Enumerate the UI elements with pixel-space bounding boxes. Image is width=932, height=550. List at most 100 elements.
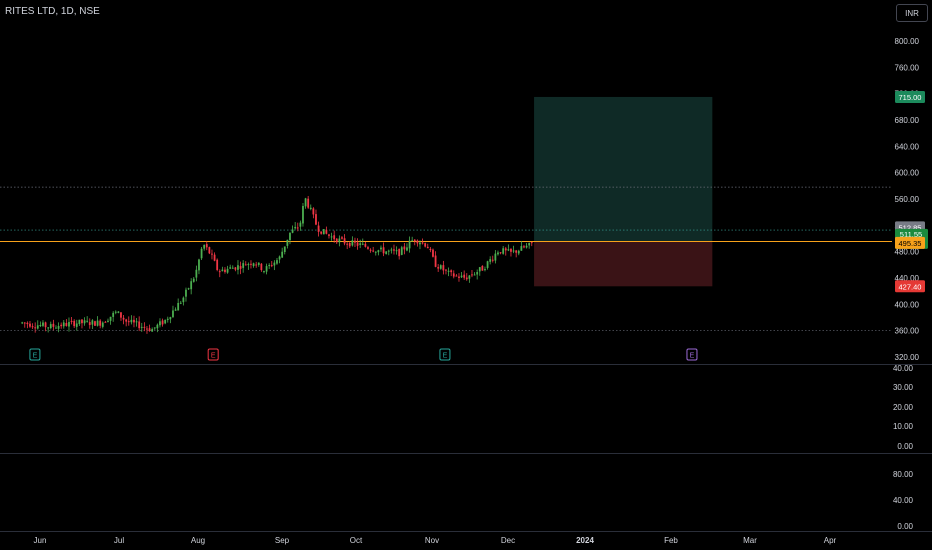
candle-body	[91, 320, 94, 325]
time-axis-label: Apr	[824, 536, 837, 545]
candle-body	[504, 248, 507, 251]
candle-body	[304, 198, 307, 207]
symbol-title: RITES LTD, 1D, NSE	[5, 6, 100, 17]
candle-body	[130, 319, 133, 323]
candle-body	[497, 252, 499, 255]
candle-body	[216, 259, 219, 270]
time-axis-label: Oct	[350, 536, 363, 545]
candle-body	[270, 265, 273, 267]
indicator1-tick-label: 0.00	[897, 442, 913, 451]
candle-body	[325, 229, 328, 234]
stop-zone[interactable]	[534, 241, 713, 287]
candle-body	[52, 323, 55, 327]
candle-body	[341, 237, 343, 239]
candle-body	[68, 322, 70, 327]
target-price-tag	[895, 90, 925, 103]
indicator-panel-1[interactable]: 40.00 30.00 20.00 10.00 0.00	[893, 364, 914, 451]
candle-body	[439, 265, 442, 269]
candle-body	[364, 243, 367, 247]
candle-body	[351, 240, 354, 246]
candle-body	[465, 277, 468, 280]
earnings-marker-label: E	[690, 353, 695, 360]
stop-price-tag-text: 427.40	[899, 282, 922, 291]
earnings-marker[interactable]	[686, 348, 698, 361]
time-axis[interactable]: Jun Jul Aug Sep Oct Nov Dec 2024 Feb Mar Apr	[34, 536, 837, 545]
candle-body	[114, 311, 117, 313]
candle-body	[135, 321, 138, 323]
candle-body	[432, 249, 434, 257]
candle-body	[151, 329, 154, 332]
candle-body	[88, 322, 91, 326]
indicator-panel-2[interactable]: 80.00 40.00 0.00	[893, 470, 914, 531]
candle-body	[268, 265, 271, 267]
candle-body	[49, 324, 52, 329]
candle-body	[356, 242, 359, 246]
candle-body	[429, 248, 432, 251]
candle-body	[36, 325, 39, 329]
indicator2-tick-label: 80.00	[893, 470, 914, 479]
candle-body	[21, 322, 24, 324]
indicator1-tick-label: 10.00	[893, 422, 914, 431]
candle-body	[419, 242, 421, 245]
candle-body	[380, 247, 382, 250]
time-axis-label: Aug	[191, 536, 205, 545]
candle-body	[146, 328, 148, 330]
price-tick-label: 560.00	[895, 195, 920, 204]
earnings-marker[interactable]	[29, 348, 41, 361]
candle-body	[263, 271, 265, 273]
candle-body	[247, 264, 250, 266]
candle-body	[96, 320, 99, 326]
indicator2-tick-label: 40.00	[893, 496, 914, 505]
stop-price-tag	[895, 280, 925, 293]
earnings-marker[interactable]	[439, 348, 451, 361]
earnings-marker-label: E	[211, 353, 216, 360]
candle-body	[159, 321, 161, 326]
candle-body	[377, 250, 380, 253]
candle-body	[174, 309, 177, 311]
candle-body	[398, 248, 401, 257]
candle-body	[224, 269, 226, 272]
candle-body	[434, 255, 437, 267]
candle-body	[195, 269, 198, 278]
candle-body	[320, 231, 323, 234]
candle-body	[109, 316, 112, 321]
candle-body	[112, 312, 115, 317]
candle-body	[322, 229, 325, 235]
candle-body	[94, 321, 96, 326]
candle-body	[190, 281, 193, 290]
candle-body	[34, 327, 37, 329]
currency-button[interactable]: INR	[896, 4, 928, 22]
candle-body	[185, 289, 187, 297]
candle-body	[73, 320, 76, 327]
price-panel[interactable]: EEEE800.00760.00720.00680.00640.00600.00…	[0, 37, 928, 362]
candle-body	[390, 249, 393, 251]
candle-body	[26, 322, 29, 325]
candle-body	[294, 226, 297, 229]
candle-body	[182, 297, 185, 303]
candle-body	[491, 259, 494, 261]
target-zone[interactable]	[534, 96, 713, 242]
candle-body	[39, 325, 42, 327]
candle-body	[424, 243, 427, 247]
current-price-text: 511.55	[900, 230, 922, 239]
last-price-tag-text: 512.85	[899, 223, 922, 232]
candle-body	[523, 246, 525, 248]
price-tick-label: 800.00	[895, 37, 920, 46]
candle-body	[205, 244, 208, 248]
candle-body	[406, 247, 408, 251]
indicator1-tick-label: 20.00	[893, 403, 914, 412]
time-axis-label: Sep	[275, 536, 290, 545]
candle-body	[481, 265, 484, 271]
entry-price-tag-text: 495.35	[899, 239, 922, 248]
candle-body	[307, 198, 310, 208]
candle-body	[260, 263, 263, 271]
candle-body	[385, 251, 388, 254]
candle-body	[528, 243, 531, 246]
candle-body	[343, 238, 346, 244]
candle-body	[62, 322, 65, 327]
candle-body	[374, 251, 377, 253]
candle-body	[382, 247, 385, 254]
earnings-marker[interactable]	[207, 348, 219, 361]
candle-body	[70, 320, 73, 322]
